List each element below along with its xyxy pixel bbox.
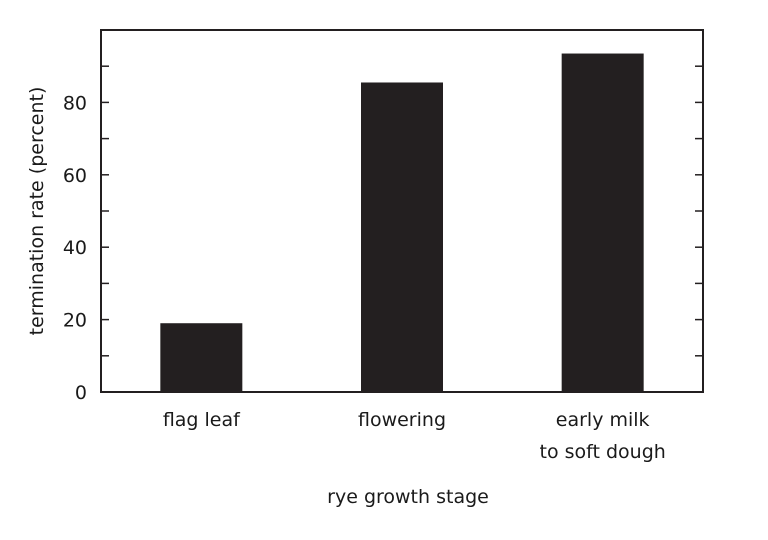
y-tick-label-0: 0	[75, 382, 87, 404]
labels-group: 0 20 40 60 80 flag leaf flowering early milk to …	[63, 92, 666, 463]
x-tick-label-2-1: to soft dough	[540, 441, 666, 463]
plot-frame	[100, 29, 704, 393]
ticks-group	[101, 65, 703, 357]
bar-0	[160, 323, 243, 392]
x-tick-label-1-0: flowering	[358, 409, 446, 431]
y-tick-label-40: 40	[63, 237, 87, 259]
y-tick-label-20: 20	[63, 310, 87, 332]
bar-1	[361, 82, 443, 393]
x-tick-label-2-0: early milk	[556, 409, 650, 431]
bars-group	[160, 53, 644, 393]
bar-2	[561, 53, 644, 392]
y-axis-title: termination rate (percent)	[26, 87, 48, 336]
x-tick-label-0-0: flag leaf	[163, 409, 241, 431]
x-axis-title: rye growth stage	[327, 486, 489, 508]
y-tick-label-80: 80	[63, 92, 87, 114]
y-tick-label-60: 60	[63, 165, 87, 187]
